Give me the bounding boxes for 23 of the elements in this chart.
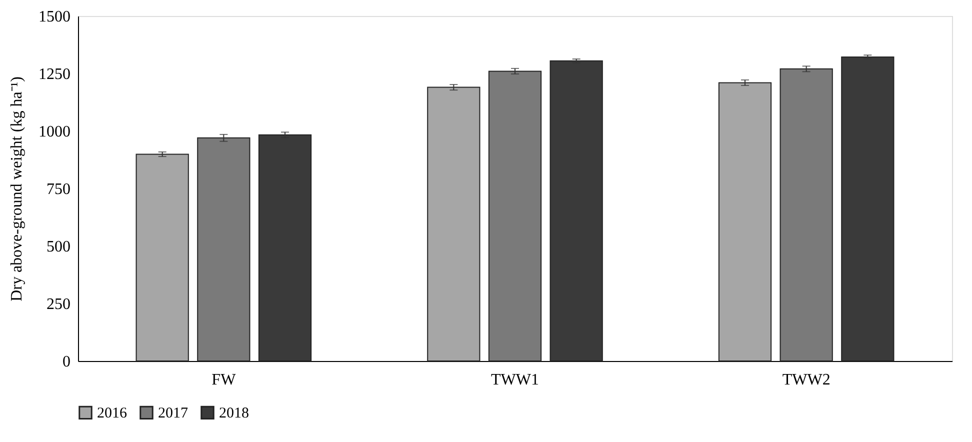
bar (718, 82, 772, 362)
bar (488, 70, 542, 362)
bar (136, 154, 189, 362)
bar (427, 86, 480, 362)
bar (550, 60, 603, 362)
x-tick-label: TWW2 (782, 372, 830, 388)
bar (780, 68, 833, 362)
bar (258, 134, 312, 362)
y-tick-label: 750 (46, 181, 70, 198)
y-tick-label: 1500 (38, 8, 70, 26)
y-tick-label: 250 (46, 296, 70, 313)
y-axis-title: Dry above-ground weight (kg ha⁻¹) (8, 76, 26, 302)
bar (841, 56, 894, 362)
legend-label: 2017 (158, 406, 188, 422)
y-tick-label: 0 (62, 354, 70, 370)
y-tick-label: 500 (46, 238, 70, 256)
legend-label: 2016 (97, 406, 128, 422)
x-tick-label: FW (212, 372, 237, 388)
bar (197, 137, 250, 362)
y-tick-label: 1000 (38, 124, 70, 140)
y-tick-label: 1250 (38, 66, 70, 83)
x-tick-label: TWW1 (491, 372, 539, 388)
legend-label: 2018 (219, 406, 249, 422)
